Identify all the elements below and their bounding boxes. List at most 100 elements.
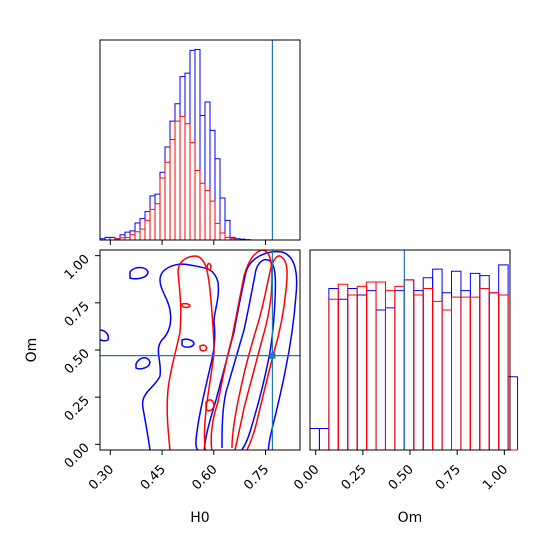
x-axis-label-om: Om: [398, 510, 423, 526]
om-blue-bar: [479, 275, 490, 450]
joint-y-tick-label: 0.00: [62, 441, 93, 472]
h0-red-bar: [169, 139, 176, 240]
om-blue-bar: [309, 427, 320, 450]
h0-red-bar: [159, 177, 166, 240]
contour-red-outer: [210, 250, 273, 450]
om-blue-bar: [498, 264, 509, 450]
h0-red-bar: [199, 182, 206, 240]
h0-blue-bar: [129, 230, 136, 240]
om-red-bar: [328, 298, 339, 450]
h0-blue-bar: [184, 72, 191, 240]
om-red-bar: [498, 294, 509, 450]
contour-blue-inner: [221, 258, 277, 450]
joint-y-tick-label: 0.50: [62, 346, 93, 377]
om-red-bar: [413, 294, 424, 450]
om-red-bar: [469, 296, 481, 450]
h0-red-bar: [229, 238, 236, 240]
om-red-bar: [479, 288, 490, 450]
h0-blue-bar: [209, 129, 216, 240]
om-blue-bar: [451, 270, 462, 450]
contour-blue-island-4: [181, 338, 195, 348]
joint-truth-point: [269, 352, 276, 359]
contour-red-island-4: [199, 344, 208, 352]
h0-red-bar: [184, 123, 191, 240]
om-x-tick-label: 0.50: [386, 462, 417, 493]
contour-red-inner: [231, 255, 288, 450]
om-blue-bar: [337, 298, 349, 450]
om-red-bar: [451, 296, 462, 450]
om-red-bar: [375, 281, 386, 450]
h0-blue-bar: [174, 103, 181, 240]
om-red-bar: [460, 296, 471, 450]
om-red-bar: [422, 288, 434, 450]
h0-blue-bar: [154, 193, 161, 240]
om-blue-bar: [422, 277, 434, 450]
h0-blue-bar: [204, 101, 211, 240]
om-blue-bar: [375, 309, 386, 450]
om-blue-bar: [356, 294, 368, 450]
h0-red-bar: [144, 219, 151, 240]
h0-blue-bar: [169, 120, 176, 240]
om-blue-bar: [432, 268, 443, 450]
h0-red-bar: [179, 115, 186, 240]
contour-blue-island-2: [100, 329, 110, 342]
h0-blue-bar: [144, 211, 151, 240]
h0-red-bar: [164, 161, 171, 240]
h0-blue-bar: [124, 231, 131, 240]
om-red-bar: [441, 309, 453, 450]
joint-x-tick-label: 0.60: [190, 462, 221, 493]
om-blue-bar: [347, 288, 358, 450]
h0-histogram-ticks: [109, 240, 267, 245]
om-red-bar: [394, 285, 405, 450]
h0-blue-bar: [149, 195, 156, 240]
om-blue-bar: [488, 292, 500, 450]
h0-blue-bar: [179, 76, 186, 240]
om-blue-bar: [413, 290, 424, 450]
om-red-bar: [356, 285, 368, 450]
om-x-tick-label: 0.75: [433, 462, 464, 493]
om-x-tick-label: 0.00: [291, 462, 322, 493]
h0-red-bar: [219, 232, 226, 240]
h0-red-bar: [129, 234, 136, 240]
om-x-tick-label: 1.00: [480, 462, 511, 493]
om-histogram-red: [310, 279, 518, 451]
om-x-ticks: 0.00 0.25 0.50 0.75 1.00: [291, 450, 511, 493]
h0-blue-bar: [214, 158, 221, 240]
om-blue-bar: [441, 292, 453, 450]
h0-blue-bar: [219, 197, 226, 240]
contours-blue: [100, 250, 298, 450]
h0-red-bar: [189, 142, 196, 240]
om-histogram-panel: 0.00 0.25 0.50 0.75 1.00 Om: [291, 249, 519, 526]
y-axis-label-om: Om: [24, 338, 40, 363]
om-red-bar: [432, 300, 443, 450]
joint-x-tick-label: 0.30: [86, 462, 117, 493]
h0-blue-bar: [224, 219, 231, 240]
contour-red-outermost: [166, 255, 215, 450]
h0-red-bar: [154, 203, 161, 240]
joint-contour-panel: 0.30 0.45 0.60 0.75 0.00 0.25 0.50 0.75 1.00 H0…: [24, 249, 301, 526]
contour-blue-island-1: [129, 266, 149, 280]
om-blue-bar: [469, 272, 481, 450]
om-blue-bar: [460, 290, 471, 450]
h0-blue-bar: [194, 49, 201, 240]
om-blue-bar: [384, 307, 396, 450]
contour-blue-outer: [203, 250, 298, 450]
joint-y-tick-label: 0.25: [62, 393, 93, 424]
contour-red-island-1: [205, 399, 215, 412]
contour-red-island-2: [206, 262, 212, 271]
h0-red-bar: [134, 231, 141, 240]
om-blue-bar: [318, 427, 330, 450]
om-red-bar: [488, 292, 500, 450]
h0-red-bar: [214, 222, 221, 240]
h0-histogram-panel: [99, 39, 301, 245]
om-blue-bar: [366, 290, 377, 450]
x-axis-label-h0: H0: [190, 510, 209, 526]
om-red-bar: [403, 279, 415, 450]
contours-red: [166, 250, 288, 450]
h0-histogram-red: [100, 115, 255, 241]
joint-y-ticks: 0.00 0.25 0.50 0.75 1.00: [62, 252, 100, 472]
joint-x-tick-label: 0.75: [241, 462, 272, 493]
contour-red-island-3: [181, 302, 191, 309]
om-red-bar: [337, 283, 349, 450]
